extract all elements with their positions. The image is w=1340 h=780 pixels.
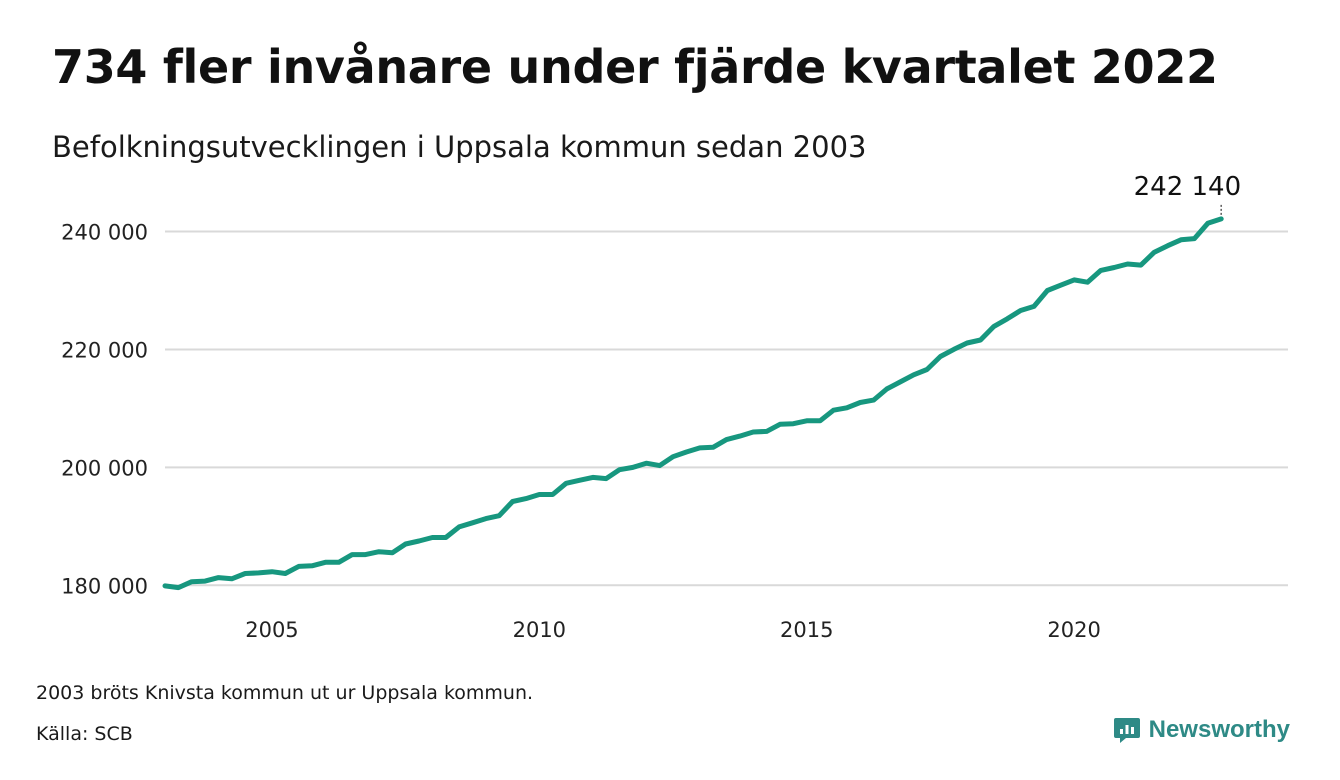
y-tick-label: 180 000 [61,574,148,598]
y-tick-label: 220 000 [61,338,148,362]
x-tick-label: 2005 [245,618,298,642]
y-axis-tick-labels: 180 000 200 000 220 000 240 000 [61,221,148,599]
chart-footnote: 2003 bröts Knivsta kommun ut ur Uppsala … [36,682,534,704]
x-tick-label: 2020 [1047,618,1100,642]
chart-title: 734 fler invånare under fjärde kvartalet… [52,40,1218,94]
newsworthy-logo-icon [1113,718,1140,743]
annotation-layer: 242 140 [1134,172,1242,215]
y-tick-label: 240 000 [61,221,148,245]
brand-name: Newsworthy [1148,716,1290,743]
x-tick-label: 2010 [513,618,566,642]
x-tick-label: 2015 [780,618,833,642]
series-layer [162,216,1224,591]
chart-subtitle: Befolkningsutvecklingen i Uppsala kommun… [52,130,867,164]
brand-logo: Newsworthy [1113,716,1290,744]
series-line [162,216,1224,591]
x-axis-tick-labels: 2005 2010 2015 2020 [245,618,1101,642]
last-value-label: 242 140 [1134,172,1242,202]
chart-source: Källa: SCB [36,723,133,745]
gridlines [165,230,1288,587]
y-tick-label: 200 000 [61,456,148,480]
